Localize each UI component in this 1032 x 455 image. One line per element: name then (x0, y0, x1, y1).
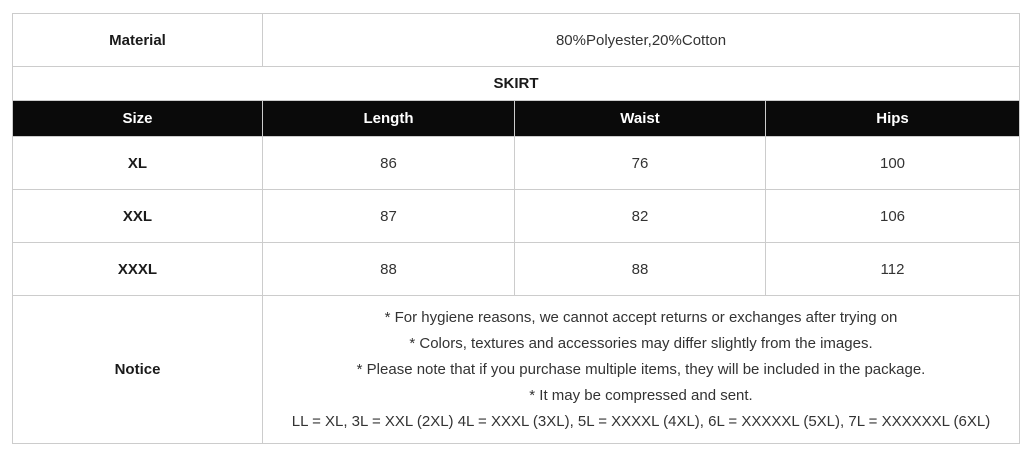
notice-line: * For hygiene reasons, we cannot accept … (384, 308, 898, 326)
column-header-hips: Hips (764, 100, 1021, 137)
hips-cell: 106 (764, 189, 1021, 243)
material-value: 80%Polyester,20%Cotton (261, 13, 1021, 67)
category-row: SKIRT (11, 66, 1021, 101)
length-cell: 87 (262, 189, 515, 243)
column-header-row: Size Length Waist Hips (12, 100, 1021, 137)
waist-cell: 82 (514, 189, 766, 243)
material-label: Material (12, 13, 263, 67)
notice-text-cell: * For hygiene reasons, we cannot accept … (261, 295, 1021, 444)
size-chart: Material 80%Polyester,20%Cotton SKIRT Si… (11, 13, 1021, 444)
length-cell: 86 (262, 136, 515, 190)
material-row: Material 80%Polyester,20%Cotton (12, 13, 1021, 67)
table-row-xxl: XXL 87 82 106 (12, 189, 1021, 243)
size-chart-table: Material 80%Polyester,20%Cotton SKIRT Si… (11, 13, 1021, 444)
notice-line: * Please note that if you purchase multi… (356, 360, 926, 378)
length-cell: 88 (262, 242, 515, 296)
size-cell: XXXL (12, 242, 263, 296)
size-cell: XXL (12, 189, 263, 243)
column-header-length: Length (262, 100, 515, 137)
column-header-waist: Waist (514, 100, 766, 137)
notice-row: Notice * For hygiene reasons, we cannot … (12, 295, 1021, 444)
notice-line: LL = XL, 3L = XXL (2XL) 4L = XXXL (3XL),… (291, 412, 991, 430)
category-title: SKIRT (11, 66, 1021, 101)
hips-cell: 100 (764, 136, 1021, 190)
notice-line: * It may be compressed and sent. (529, 386, 753, 404)
table-row-xxxl: XXXL 88 88 112 (12, 242, 1021, 296)
hips-cell: 112 (764, 242, 1021, 296)
column-header-size: Size (12, 100, 263, 137)
notice-line: * Colors, textures and accessories may d… (409, 334, 873, 352)
waist-cell: 76 (514, 136, 766, 190)
waist-cell: 88 (514, 242, 766, 296)
notice-label: Notice (12, 295, 263, 444)
notice-lines: * For hygiene reasons, we cannot accept … (264, 305, 1019, 435)
table-row-xl: XL 86 76 100 (12, 136, 1021, 190)
size-cell: XL (12, 136, 263, 190)
